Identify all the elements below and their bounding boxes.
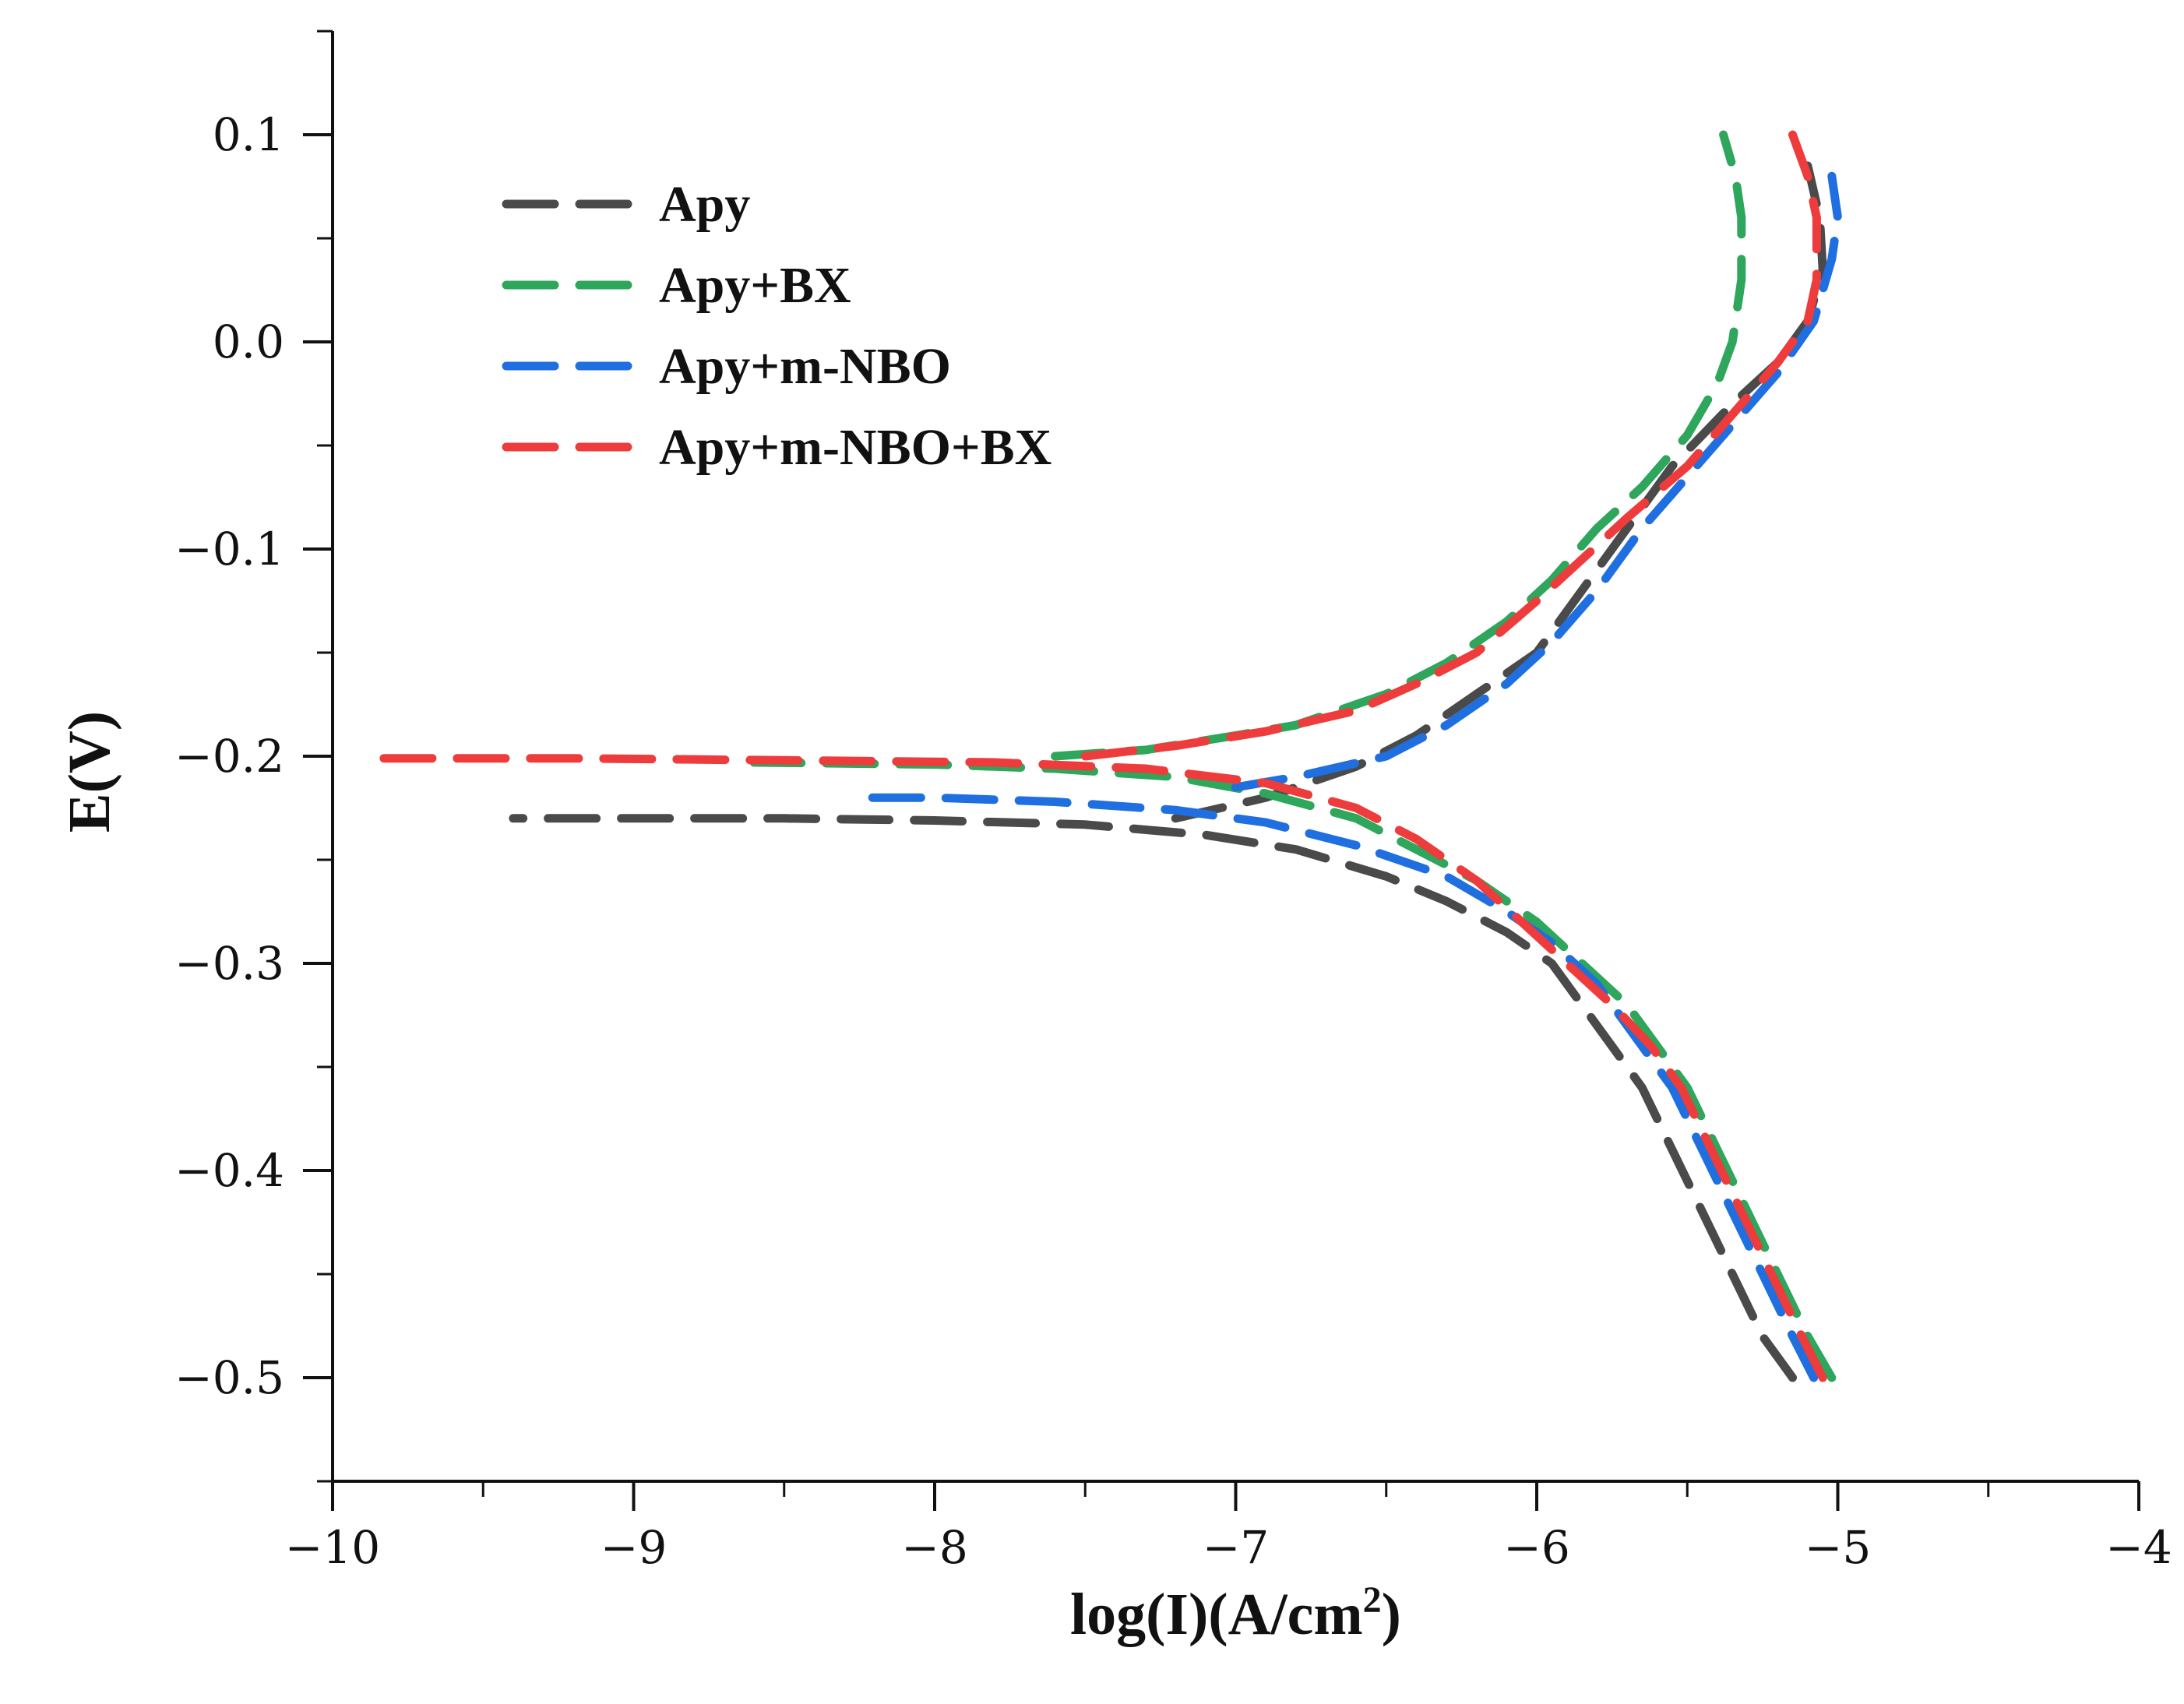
series-apy-bx-anodic — [1051, 130, 1746, 761]
y-axis-title: E(V) — [57, 711, 122, 833]
series-apy-anodic — [1171, 161, 1827, 823]
y-tick-label: −0.3 — [174, 937, 284, 990]
x-tick-label: −6 — [1503, 1521, 1570, 1574]
x-tick-label: −8 — [901, 1521, 968, 1574]
y-tick-label: −0.4 — [174, 1144, 284, 1197]
axes: −10 −9 −8 −7 −6 −5 −4 −0.5 −0.4 −0.3 −0.2 −0.1 0.0 0.… — [174, 30, 2172, 1574]
x-axis-title: log(I)(A/cm2) — [1070, 1579, 1401, 1647]
series-apy-bx-cathodic — [749, 758, 1837, 1382]
x-tick-label: −9 — [601, 1521, 668, 1574]
x-tick-label: −7 — [1203, 1521, 1270, 1574]
legend-label: Apy+BX — [659, 257, 851, 314]
y-tick-label: −0.1 — [174, 523, 284, 576]
series-apy-m-nbo-anodic — [1231, 171, 1842, 792]
legend-label: Apy — [659, 176, 750, 233]
y-tick-label: 0.0 — [213, 315, 284, 368]
y-tick-label: −0.2 — [174, 730, 284, 783]
y-tick-label: 0.1 — [213, 108, 284, 161]
legend: Apy Apy+BX Apy+m-NBO Apy+m-NBO+BX — [502, 176, 1051, 476]
series-group — [358, 130, 1842, 1382]
series-apy-m-nbo-cathodic — [854, 793, 1819, 1382]
x-tick-label: −10 — [285, 1521, 380, 1574]
legend-label: Apy+m-NBO+BX — [659, 419, 1051, 476]
series-apy-cathodic — [509, 814, 1797, 1382]
x-tick-label: −5 — [1805, 1521, 1872, 1574]
series-apy-m-nbo-bx-cathodic — [358, 754, 1827, 1382]
y-tick-label: −0.5 — [174, 1351, 284, 1404]
series-apy-m-nbo-bx-anodic — [1080, 130, 1821, 761]
legend-label: Apy+m-NBO — [659, 338, 951, 395]
x-tick-label: −4 — [2105, 1521, 2172, 1574]
